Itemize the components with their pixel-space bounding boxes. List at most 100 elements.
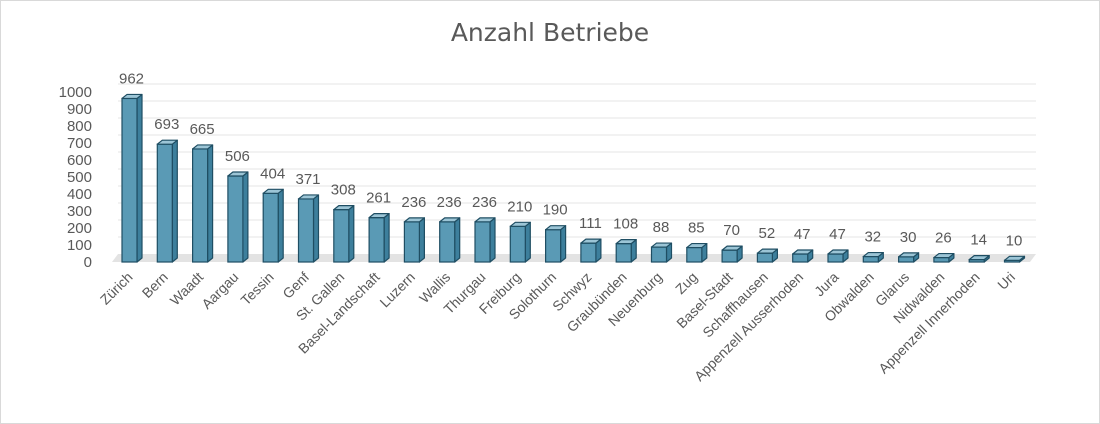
data-label: 665 xyxy=(190,121,215,138)
bar-front xyxy=(474,221,491,263)
data-label: 108 xyxy=(613,216,638,233)
bar-top xyxy=(262,188,284,194)
category-label: Aargau xyxy=(198,269,241,312)
bar-top xyxy=(862,251,884,258)
bar xyxy=(121,93,143,263)
bar xyxy=(156,139,178,263)
bar-top xyxy=(192,144,214,150)
bar-front xyxy=(544,229,562,263)
category-label: Uri xyxy=(994,269,1018,293)
y-tick-label: 700 xyxy=(67,135,92,152)
data-label: 190 xyxy=(543,202,568,219)
bar-side xyxy=(524,221,531,263)
bar-top xyxy=(933,252,955,259)
y-tick-label: 100 xyxy=(67,237,92,254)
bar xyxy=(721,245,743,263)
data-label: 32 xyxy=(864,229,881,246)
bar xyxy=(1003,255,1026,263)
bar-top xyxy=(439,217,461,223)
bar xyxy=(544,225,567,263)
bar-top xyxy=(580,238,602,244)
bar-front xyxy=(756,252,774,263)
bar-front xyxy=(580,242,597,263)
bar-top xyxy=(721,245,743,251)
data-label: 88 xyxy=(653,219,670,236)
bar xyxy=(686,242,708,263)
data-label: 47 xyxy=(794,226,811,243)
bar-top xyxy=(1003,255,1026,261)
bar xyxy=(897,252,920,263)
data-label: 30 xyxy=(900,229,917,246)
data-label: 85 xyxy=(688,220,705,237)
bar xyxy=(368,213,390,263)
y-tick-label: 300 xyxy=(67,203,92,220)
bar-side xyxy=(489,217,496,263)
bar-top xyxy=(544,225,567,231)
data-label: 693 xyxy=(154,116,179,133)
bar-front xyxy=(333,209,350,263)
bar xyxy=(297,194,320,263)
bar-top xyxy=(368,213,390,219)
y-tick-label: 0 xyxy=(84,254,92,271)
bar xyxy=(933,252,955,263)
data-label: 506 xyxy=(225,148,250,165)
bar-front xyxy=(227,175,244,263)
bar-top xyxy=(509,221,531,227)
bar-front xyxy=(368,217,385,263)
y-tick-label: 900 xyxy=(67,101,92,118)
bar-front xyxy=(897,256,915,263)
category-label: Zürich xyxy=(97,269,136,308)
bar-front xyxy=(297,198,315,263)
data-label: 26 xyxy=(935,230,952,247)
category-label: Bern xyxy=(139,269,171,301)
bar-front xyxy=(686,246,703,263)
y-tick-label: 600 xyxy=(67,152,92,169)
data-label: 70 xyxy=(723,222,740,239)
bar xyxy=(756,248,779,263)
data-label: 308 xyxy=(331,182,356,199)
bar xyxy=(615,239,637,263)
y-tick-label: 400 xyxy=(67,186,92,203)
data-label: 236 xyxy=(472,194,497,211)
bar-front xyxy=(403,221,420,263)
data-label: 236 xyxy=(437,194,462,211)
bar-top xyxy=(686,242,708,249)
bar xyxy=(580,238,602,263)
bar xyxy=(792,249,814,263)
bar-front xyxy=(262,192,279,263)
bar-side xyxy=(277,188,284,263)
category-label: Tessin xyxy=(237,269,276,308)
bar xyxy=(192,144,214,263)
bar-side xyxy=(418,217,425,263)
bar-top xyxy=(968,255,990,261)
bar-front xyxy=(827,253,844,263)
bar-top xyxy=(121,93,143,100)
data-label: 47 xyxy=(829,226,846,243)
chart-title: Anzahl Betriebe xyxy=(450,18,650,47)
bar-front xyxy=(933,256,950,263)
bar-top xyxy=(156,139,178,145)
chart-floor xyxy=(112,254,1036,262)
bar-top xyxy=(792,249,814,255)
y-tick-label: 1000 xyxy=(59,84,92,101)
bar-top xyxy=(756,248,779,254)
bar xyxy=(968,255,990,263)
bar-top xyxy=(615,239,637,245)
bar-front xyxy=(862,255,879,263)
bar-side xyxy=(348,205,355,263)
bar-top xyxy=(827,249,849,255)
bar-front xyxy=(650,246,668,263)
data-label: 236 xyxy=(401,194,426,211)
bar-side xyxy=(171,139,178,263)
bar xyxy=(333,205,355,263)
bar-side xyxy=(207,144,214,263)
bar-side xyxy=(454,217,461,263)
bar-front xyxy=(792,253,809,263)
category-label: Zug xyxy=(672,269,700,297)
bar-front xyxy=(615,243,632,263)
bar xyxy=(474,217,496,263)
bar-front xyxy=(721,249,738,263)
bar-top xyxy=(474,217,496,223)
